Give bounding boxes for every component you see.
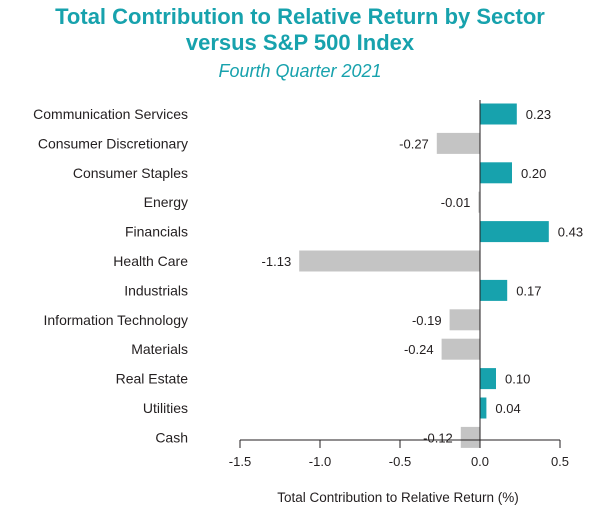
category-label-health-care: Health Care — [113, 253, 188, 269]
value-label-consumer-discretionary: -0.27 — [399, 136, 429, 151]
bar-communication-services — [480, 103, 517, 125]
value-label-utilities: 0.04 — [495, 401, 520, 416]
category-label-communication-services: Communication Services — [33, 106, 188, 122]
value-label-energy: -0.01 — [441, 195, 471, 210]
category-label-consumer-staples: Consumer Staples — [73, 165, 188, 181]
bar-information-technology — [449, 309, 480, 331]
category-label-energy: Energy — [144, 194, 188, 210]
bar-health-care — [299, 250, 480, 272]
chart-title-line-1: Total Contribution to Relative Return by… — [55, 4, 545, 29]
category-label-consumer-discretionary: Consumer Discretionary — [38, 135, 188, 151]
value-label-financials: 0.43 — [558, 225, 583, 240]
x-tick-label: -1.5 — [229, 454, 251, 469]
x-tick-label: -1.0 — [309, 454, 331, 469]
value-label-health-care: -1.13 — [262, 254, 292, 269]
value-label-materials: -0.24 — [404, 342, 434, 357]
x-axis-title: Total Contribution to Relative Return (%… — [277, 490, 519, 505]
bar-financials — [480, 221, 549, 243]
category-label-financials: Financials — [125, 224, 188, 240]
bar-consumer-staples — [480, 162, 512, 184]
chart-subtitle: Fourth Quarter 2021 — [218, 61, 382, 81]
bar-consumer-discretionary — [436, 132, 480, 154]
bar-energy — [478, 191, 480, 213]
category-label-information-technology: Information Technology — [44, 312, 189, 328]
value-label-cash: -0.12 — [423, 430, 453, 445]
category-label-real-estate: Real Estate — [116, 371, 189, 387]
value-label-industrials: 0.17 — [516, 283, 541, 298]
value-label-real-estate: 0.10 — [505, 372, 530, 387]
category-labels: Communication Services Consumer Discretio… — [33, 106, 188, 445]
x-tick-label: -0.5 — [389, 454, 411, 469]
value-label-consumer-staples: 0.20 — [521, 166, 546, 181]
category-label-materials: Materials — [131, 341, 188, 357]
x-axis: -1.5 -1.0 -0.5 0.0 0.5 — [229, 100, 569, 469]
value-label-information-technology: -0.19 — [412, 313, 442, 328]
category-label-cash: Cash — [155, 429, 188, 445]
value-labels: 0.23 -0.27 0.20 -0.01 0.43 -1.13 0.17 -0.19 -0.2… — [262, 107, 584, 445]
x-tick-label: 0.0 — [471, 454, 489, 469]
bar-real-estate — [480, 368, 496, 390]
category-label-industrials: Industrials — [124, 282, 188, 298]
bar-cash — [460, 426, 480, 448]
value-label-communication-services: 0.23 — [526, 107, 551, 122]
x-tick-label: 0.5 — [551, 454, 569, 469]
bar-materials — [441, 338, 480, 360]
category-label-utilities: Utilities — [143, 400, 188, 416]
bar-industrials — [480, 279, 508, 301]
bar-utilities — [480, 397, 487, 419]
chart-title-line-2: versus S&P 500 Index — [185, 30, 415, 55]
bar-group — [299, 103, 549, 448]
